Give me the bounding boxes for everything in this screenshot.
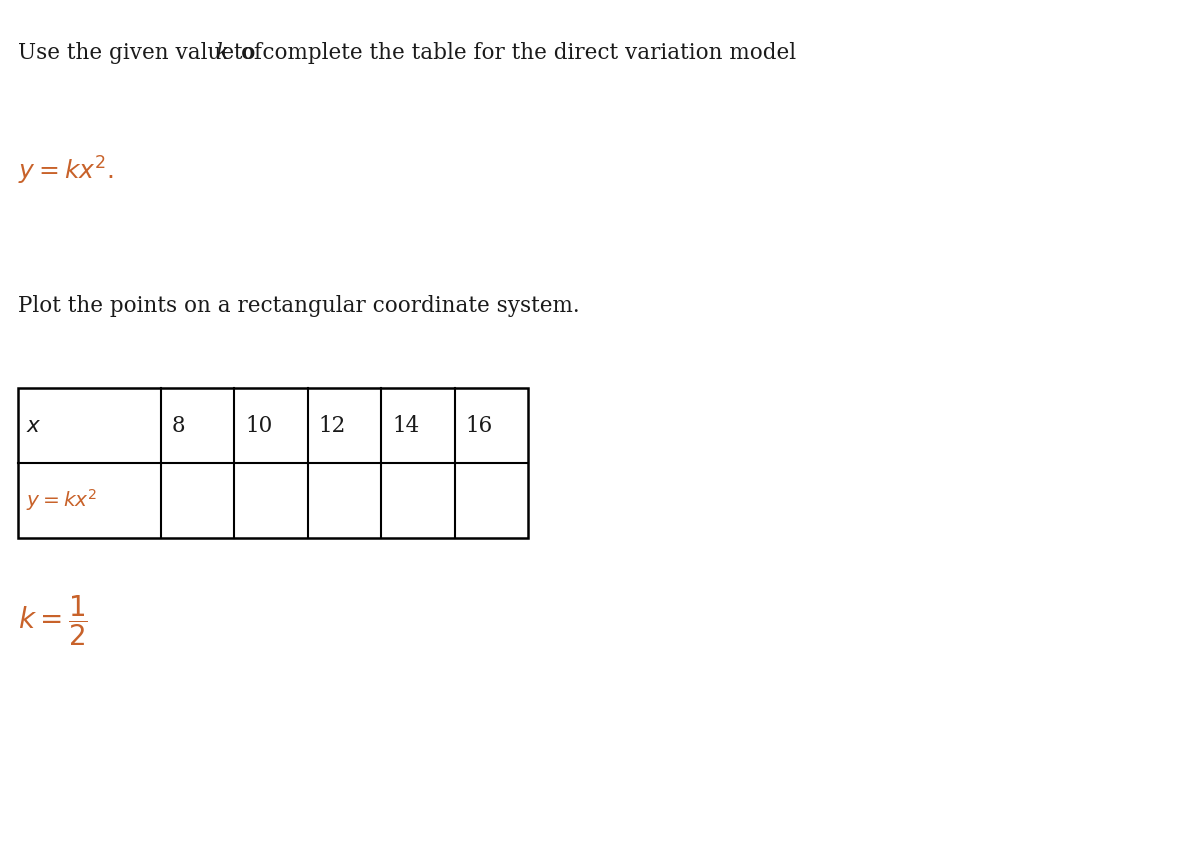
Text: k: k: [215, 42, 228, 64]
Text: Plot the points on a rectangular coordinate system.: Plot the points on a rectangular coordin…: [18, 295, 580, 317]
Text: 8: 8: [172, 415, 186, 437]
Text: Use the given value of: Use the given value of: [18, 42, 269, 64]
Bar: [18, 388, 528, 538]
Text: $x$: $x$: [26, 415, 42, 437]
Text: $k = \dfrac{1}{2}$: $k = \dfrac{1}{2}$: [18, 593, 88, 648]
Text: 10: 10: [245, 415, 272, 437]
Text: 12: 12: [319, 415, 346, 437]
Text: $y = kx^2.$: $y = kx^2.$: [18, 155, 114, 187]
Text: to complete the table for the direct variation model: to complete the table for the direct var…: [227, 42, 796, 64]
Text: $y = kx^2$: $y = kx^2$: [26, 488, 97, 513]
Text: 14: 14: [392, 415, 419, 437]
Text: 16: 16: [466, 415, 493, 437]
